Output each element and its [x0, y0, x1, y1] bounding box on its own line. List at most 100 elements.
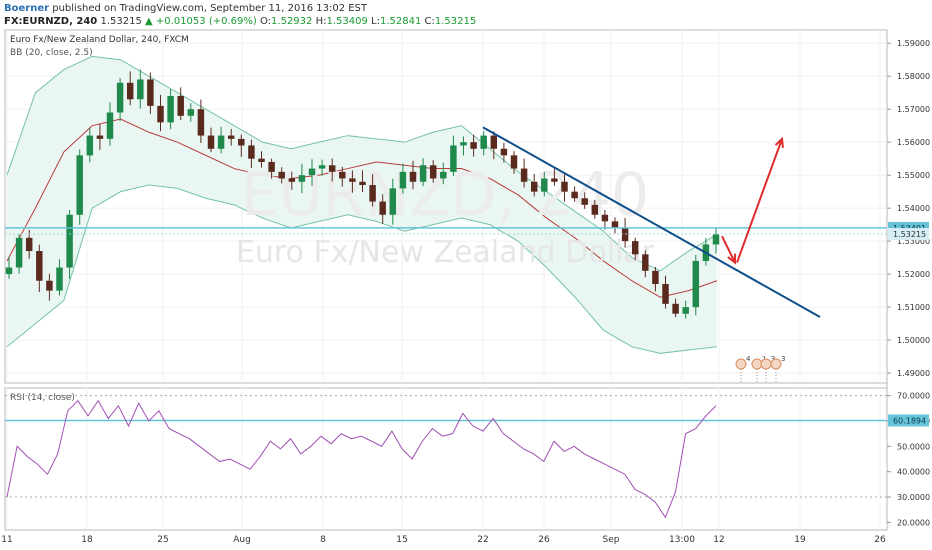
candle-body	[238, 138, 245, 146]
candle-body	[581, 198, 588, 205]
y-tick-label: 1.55000	[897, 171, 930, 180]
ohlc-bar: FX:EURNZD, 240 1.53215 ▲ +0.01053 (+0.69…	[4, 16, 476, 27]
candle-body	[207, 135, 215, 149]
candle-body	[25, 237, 33, 252]
candle-body	[631, 241, 639, 255]
rsi-tick-label: 20.0000	[897, 518, 930, 527]
candle-body	[460, 142, 467, 146]
candle-body	[712, 234, 720, 245]
rsi-tick-label: 50.0000	[897, 442, 930, 451]
candle-body	[480, 135, 487, 149]
candle-body	[147, 79, 154, 106]
candle-body	[197, 109, 205, 136]
published-text: published on TradingView.com, September …	[52, 3, 368, 14]
y-tick-label: 1.56000	[897, 138, 930, 147]
y-tick-label: 1.50000	[897, 336, 930, 345]
price-label: 1.53215	[893, 230, 926, 239]
x-tick-label: 25	[157, 535, 168, 545]
candle-body	[611, 221, 619, 228]
y-tick-label: 1.58000	[897, 72, 930, 81]
symbol-label: FX:EURNZD, 240	[4, 16, 98, 27]
candle-body	[167, 95, 174, 123]
y-tick-label: 1.49000	[897, 369, 930, 378]
candle-body	[349, 178, 356, 182]
y-tick-label: 1.59000	[897, 39, 930, 48]
candle-body	[126, 82, 134, 100]
low-value: 1.52841	[379, 16, 422, 27]
candle-body	[46, 280, 53, 291]
candle-body	[369, 185, 376, 202]
candle-body	[328, 165, 336, 172]
candle-body	[96, 135, 104, 139]
candle-body	[258, 158, 265, 162]
close-value: 1.53215	[434, 16, 477, 27]
candles	[5, 69, 720, 319]
bb-fill	[7, 56, 717, 354]
candle-body	[76, 155, 83, 215]
candle-body	[440, 171, 447, 179]
event-marker	[760, 358, 772, 370]
high-value: 1.53409	[326, 16, 368, 27]
rsi-tick-label: 40.0000	[897, 468, 930, 477]
candle-body	[106, 112, 114, 139]
rsi-grid	[5, 388, 887, 530]
publish-info: Boerner published on TradingView.com, Se…	[4, 3, 367, 14]
bb-lower-line	[6, 184, 718, 354]
x-tick-label: 19	[794, 535, 806, 545]
low-label: L:	[371, 16, 380, 27]
x-tick-label: Sep	[603, 535, 620, 545]
candle-body	[672, 303, 679, 314]
x-tick-label: 26	[874, 535, 886, 545]
event-marker-count: 4	[746, 355, 751, 363]
candle-body	[5, 267, 13, 275]
candle-body	[288, 178, 296, 182]
candle-body	[682, 307, 689, 314]
candle-body	[116, 82, 124, 113]
x-tick-label: 26	[538, 535, 550, 545]
candle-body	[177, 95, 184, 116]
candle-body	[137, 79, 144, 100]
candle-body	[520, 168, 528, 182]
candle-body	[429, 165, 437, 179]
up-arrow-head	[774, 136, 784, 148]
rsi-tick-label: 30.0000	[897, 493, 930, 502]
open-value: 1.52932	[271, 16, 313, 27]
candle-body	[530, 181, 538, 192]
watermark-name: Euro Fx/New Zealand Dollar	[236, 235, 655, 270]
candle-body	[642, 254, 649, 271]
rsi-panel-frame	[4, 387, 888, 531]
event-marker-count: 3	[781, 355, 785, 363]
x-tick-label: 8	[320, 535, 326, 545]
candle-body	[339, 171, 346, 179]
down-arrow	[721, 235, 736, 264]
x-tick-label: 15	[396, 535, 407, 545]
y-tick-label: 1.51000	[897, 303, 930, 312]
candle-body	[389, 188, 397, 215]
price-panel-title: Euro Fx/New Zealand Dollar, 240, FXCM	[10, 35, 189, 45]
candle-body	[298, 175, 306, 182]
candle-body	[278, 171, 285, 179]
rsi-series	[5, 399, 887, 519]
trendline	[482, 126, 821, 318]
y-tick-label: 1.53000	[897, 237, 930, 246]
axes: 11 18 25 Aug 8 15 22 26 Sep 13:00 12 19 26 1.59000 1.5…	[1, 39, 930, 545]
chart-header: Boerner published on TradingView.com, Se…	[0, 0, 932, 30]
candle-body	[157, 105, 164, 123]
drawings[interactable]: 4133	[5, 126, 887, 384]
price-change: +0.01053 (+0.69%)	[155, 16, 257, 27]
candle-body	[662, 284, 669, 304]
candle-body	[490, 135, 498, 149]
x-tick-label: 22	[477, 535, 488, 545]
candle-body	[248, 145, 255, 159]
author-name[interactable]: Boerner	[4, 3, 50, 14]
high-label: H:	[315, 16, 327, 27]
candle-body	[187, 109, 195, 116]
candle-body	[541, 178, 548, 192]
candle-body	[561, 181, 568, 192]
x-tick-label: 18	[81, 535, 93, 545]
price-label-box	[888, 228, 929, 241]
event-marker	[770, 358, 782, 370]
candle-body	[571, 191, 578, 199]
up-arrow	[736, 138, 783, 263]
